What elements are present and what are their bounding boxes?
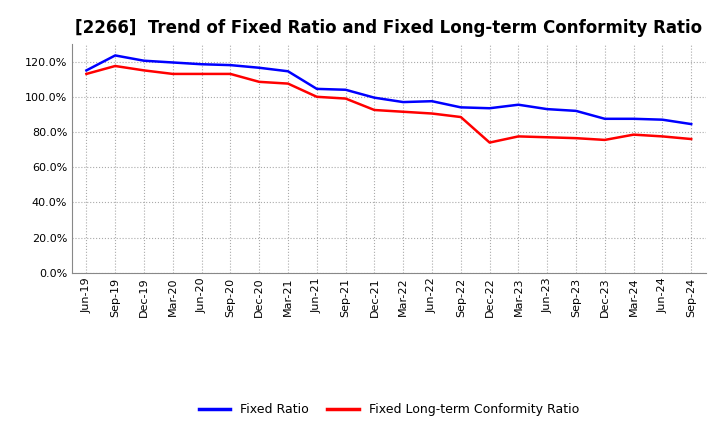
- Fixed Long-term Conformity Ratio: [399, 109, 408, 114]
- Fixed Ratio: [572, 108, 580, 114]
- Fixed Long-term Conformity Ratio: [255, 79, 264, 84]
- Fixed Long-term Conformity Ratio: [514, 134, 523, 139]
- Fixed Long-term Conformity Ratio: [82, 71, 91, 77]
- Fixed Long-term Conformity Ratio: [600, 137, 609, 143]
- Fixed Long-term Conformity Ratio: [456, 114, 465, 120]
- Fixed Ratio: [111, 53, 120, 58]
- Line: Fixed Long-term Conformity Ratio: Fixed Long-term Conformity Ratio: [86, 66, 691, 143]
- Fixed Long-term Conformity Ratio: [658, 134, 667, 139]
- Fixed Long-term Conformity Ratio: [687, 136, 696, 142]
- Fixed Long-term Conformity Ratio: [428, 111, 436, 116]
- Fixed Ratio: [312, 86, 321, 92]
- Fixed Ratio: [140, 58, 148, 63]
- Fixed Ratio: [600, 116, 609, 121]
- Fixed Ratio: [543, 106, 552, 112]
- Title: [2266]  Trend of Fixed Ratio and Fixed Long-term Conformity Ratio: [2266] Trend of Fixed Ratio and Fixed Lo…: [75, 19, 703, 37]
- Fixed Long-term Conformity Ratio: [284, 81, 292, 86]
- Fixed Long-term Conformity Ratio: [111, 63, 120, 69]
- Fixed Ratio: [284, 69, 292, 74]
- Fixed Long-term Conformity Ratio: [168, 71, 177, 77]
- Fixed Long-term Conformity Ratio: [629, 132, 638, 137]
- Fixed Long-term Conformity Ratio: [341, 96, 350, 101]
- Fixed Ratio: [370, 95, 379, 100]
- Fixed Long-term Conformity Ratio: [572, 136, 580, 141]
- Fixed Ratio: [399, 99, 408, 105]
- Fixed Long-term Conformity Ratio: [485, 140, 494, 145]
- Fixed Ratio: [456, 105, 465, 110]
- Fixed Ratio: [226, 62, 235, 68]
- Fixed Long-term Conformity Ratio: [543, 135, 552, 140]
- Legend: Fixed Ratio, Fixed Long-term Conformity Ratio: Fixed Ratio, Fixed Long-term Conformity …: [194, 398, 584, 421]
- Fixed Ratio: [658, 117, 667, 122]
- Fixed Ratio: [485, 106, 494, 111]
- Fixed Ratio: [629, 116, 638, 121]
- Fixed Ratio: [687, 121, 696, 127]
- Fixed Ratio: [428, 99, 436, 104]
- Fixed Ratio: [82, 68, 91, 73]
- Fixed Long-term Conformity Ratio: [226, 71, 235, 77]
- Fixed Ratio: [341, 87, 350, 92]
- Fixed Long-term Conformity Ratio: [140, 68, 148, 73]
- Fixed Long-term Conformity Ratio: [312, 94, 321, 99]
- Line: Fixed Ratio: Fixed Ratio: [86, 55, 691, 124]
- Fixed Long-term Conformity Ratio: [370, 107, 379, 113]
- Fixed Ratio: [197, 62, 206, 67]
- Fixed Ratio: [255, 65, 264, 70]
- Fixed Ratio: [168, 60, 177, 65]
- Fixed Long-term Conformity Ratio: [197, 71, 206, 77]
- Fixed Ratio: [514, 102, 523, 107]
